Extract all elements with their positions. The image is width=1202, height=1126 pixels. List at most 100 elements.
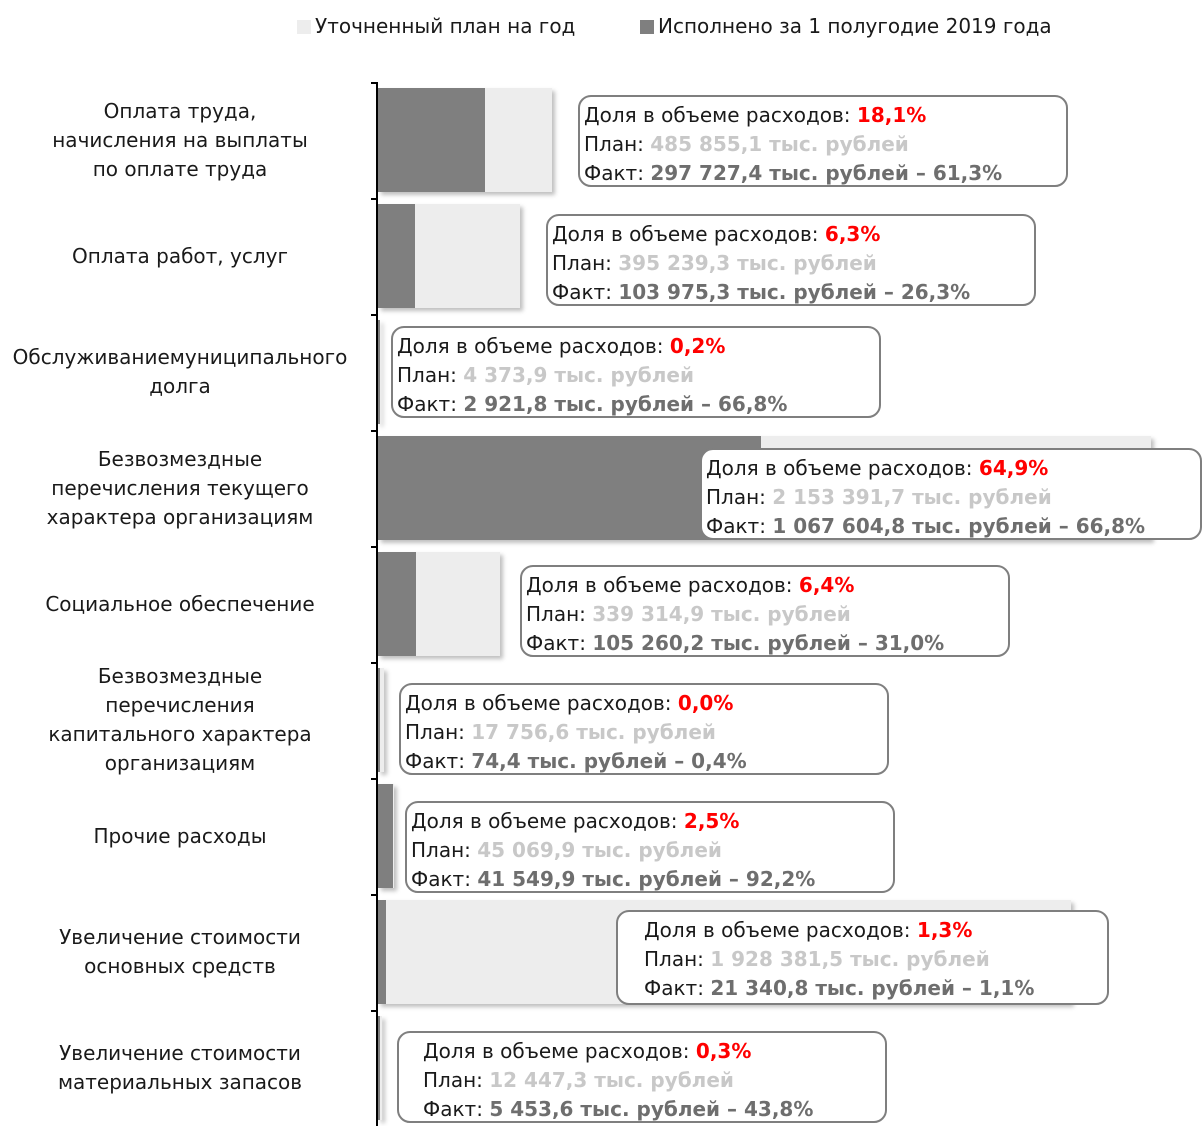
callout-plan-value: 45 069,9 тыс. рублей <box>477 838 722 862</box>
callout-fact-line: Факт: 41 549,9 тыс. рублей – 92,2% <box>411 865 893 894</box>
legend-swatch-fact <box>640 20 654 34</box>
callout-share-line: Доля в объеме расходов: 0,3% <box>423 1037 885 1066</box>
callout-fact-line: Факт: 5 453,6 тыс. рублей – 43,8% <box>423 1095 885 1124</box>
bar-fact <box>378 900 386 1004</box>
callout-plan-line: План: 17 756,6 тыс. рублей <box>405 718 887 747</box>
callout-share-line: Доля в объеме расходов: 1,3% <box>644 916 1107 945</box>
data-label-callout: Доля в объеме расходов: 2,5% План: 45 069… <box>405 801 895 893</box>
callout-plan-label: План: <box>526 602 593 626</box>
category-tick <box>371 314 377 316</box>
category-label: Увеличение стоимости основных средств <box>59 925 301 978</box>
callout-plan-value: 395 239,3 тыс. рублей <box>618 251 877 275</box>
callout-plan-value: 17 756,6 тыс. рублей <box>471 720 716 744</box>
category-label: Безвозмездные перечисления текущего хара… <box>46 447 314 529</box>
category-tick <box>371 894 377 896</box>
bar-plan <box>378 668 385 772</box>
callout-share-label: Доля в объеме расходов: <box>423 1039 696 1063</box>
callout-plan-value: 2 153 391,7 тыс. рублей <box>772 485 1052 509</box>
data-label-callout: Доля в объеме расходов: 1,3% План: 1 928 … <box>616 910 1109 1005</box>
category-label: Безвозмездные перечисления капитального … <box>48 664 312 775</box>
callout-share-value: 0,2% <box>669 334 726 358</box>
callout-fact-value: 297 727,4 тыс. рублей – 61,3% <box>650 161 1003 185</box>
callout-fact-value: 21 340,8 тыс. рублей – 1,1% <box>710 976 1035 1000</box>
callout-fact-value: 41 549,9 тыс. рублей – 92,2% <box>477 867 816 891</box>
category-tick <box>371 1010 377 1012</box>
legend-item-plan: Уточненный план на год <box>297 12 575 40</box>
callout-plan-label: План: <box>552 251 619 275</box>
callout-plan-value: 12 447,3 тыс. рублей <box>489 1068 734 1092</box>
callout-plan-label: План: <box>405 720 472 744</box>
callout-share-line: Доля в объеме расходов: 6,3% <box>552 220 1034 249</box>
callout-fact-value: 74,4 тыс. рублей – 0,4% <box>471 749 747 773</box>
category-label: Оплата работ, услуг <box>72 244 288 268</box>
bar-fact <box>378 204 416 308</box>
callout-plan-line: План: 339 314,9 тыс. рублей <box>526 600 1008 629</box>
callout-share-value: 1,3% <box>916 918 973 942</box>
callout-fact-line: Факт: 74,4 тыс. рублей – 0,4% <box>405 747 887 776</box>
callout-share-label: Доля в объеме расходов: <box>584 103 857 127</box>
category-label: Обслуживаниемуниципального долга <box>12 345 348 398</box>
callout-share-line: Доля в объеме расходов: 2,5% <box>411 807 893 836</box>
callout-fact-line: Факт: 105 260,2 тыс. рублей – 31,0% <box>526 629 1008 658</box>
callout-fact-label: Факт: <box>405 749 472 773</box>
callout-plan-value: 1 928 381,5 тыс. рублей <box>710 947 990 971</box>
callout-share-value: 64,9% <box>978 456 1049 480</box>
category-tick <box>371 662 377 664</box>
callout-fact-label: Факт: <box>644 976 711 1000</box>
category-label: Социальное обеспечение <box>45 592 315 616</box>
bar-fact <box>378 668 380 772</box>
callout-plan-line: План: 395 239,3 тыс. рублей <box>552 249 1034 278</box>
callout-fact-label: Факт: <box>397 392 464 416</box>
callout-share-value: 0,3% <box>695 1039 752 1063</box>
callout-fact-line: Факт: 1 067 604,8 тыс. рублей – 66,8% <box>706 512 1200 541</box>
legend-label-plan: Уточненный план на год <box>315 14 576 38</box>
data-label-callout: Доля в объеме расходов: 0,0% План: 17 756… <box>399 683 889 775</box>
callout-fact-value: 2 921,8 тыс. рублей – 66,8% <box>463 392 788 416</box>
callout-fact-value: 1 067 604,8 тыс. рублей – 66,8% <box>772 514 1146 538</box>
category-tick <box>371 430 377 432</box>
callout-fact-label: Факт: <box>411 867 478 891</box>
callout-plan-line: План: 1 928 381,5 тыс. рублей <box>644 945 1107 974</box>
callout-share-value: 18,1% <box>856 103 927 127</box>
callout-fact-line: Факт: 2 921,8 тыс. рублей – 66,8% <box>397 390 879 419</box>
category-label: Прочие расходы <box>93 824 267 848</box>
bar-fact <box>378 1016 380 1120</box>
callout-share-label: Доля в объеме расходов: <box>526 573 799 597</box>
data-label-callout: Доля в объеме расходов: 64,9% План: 2 153… <box>700 448 1202 540</box>
callout-plan-label: План: <box>584 132 651 156</box>
callout-plan-label: План: <box>706 485 773 509</box>
callout-plan-label: План: <box>397 363 464 387</box>
callout-fact-line: Факт: 21 340,8 тыс. рублей – 1,1% <box>644 974 1107 1003</box>
callout-fact-line: Факт: 297 727,4 тыс. рублей – 61,3% <box>584 159 1066 188</box>
callout-fact-value: 103 975,3 тыс. рублей – 26,3% <box>618 280 971 304</box>
bar-fact <box>378 88 485 192</box>
callout-share-value: 2,5% <box>683 809 740 833</box>
callout-share-value: 6,3% <box>824 222 881 246</box>
callout-share-label: Доля в объеме расходов: <box>706 456 979 480</box>
category-tick <box>371 778 377 780</box>
bar-plan <box>378 1016 383 1120</box>
legend-label-fact: Исполнено за 1 полугодие 2019 года <box>658 14 1052 38</box>
callout-fact-value: 5 453,6 тыс. рублей – 43,8% <box>489 1097 814 1121</box>
category-tick <box>371 198 377 200</box>
category-axis-line <box>376 82 378 1126</box>
callout-fact-value: 105 260,2 тыс. рублей – 31,0% <box>592 631 945 655</box>
callout-plan-line: План: 4 373,9 тыс. рублей <box>397 361 879 390</box>
callout-plan-line: План: 485 855,1 тыс. рублей <box>584 130 1066 159</box>
callout-fact-line: Факт: 103 975,3 тыс. рублей – 26,3% <box>552 278 1034 307</box>
chart-legend: Уточненный план на год Исполнено за 1 по… <box>0 12 1202 42</box>
category-label: Увеличение стоимости материальных запасо… <box>57 1041 303 1094</box>
bar-fact <box>378 320 380 424</box>
data-label-callout: Доля в объеме расходов: 6,4% План: 339 31… <box>520 565 1010 657</box>
callout-plan-value: 339 314,9 тыс. рублей <box>592 602 851 626</box>
callout-plan-line: План: 12 447,3 тыс. рублей <box>423 1066 885 1095</box>
callout-share-label: Доля в объеме расходов: <box>411 809 684 833</box>
callout-share-value: 6,4% <box>798 573 855 597</box>
callout-fact-label: Факт: <box>423 1097 490 1121</box>
data-label-callout: Доля в объеме расходов: 6,3% План: 395 23… <box>546 214 1036 306</box>
bar-fact <box>378 784 393 888</box>
callout-share-label: Доля в объеме расходов: <box>405 691 678 715</box>
callout-plan-label: План: <box>411 838 478 862</box>
callout-share-value: 0,0% <box>677 691 734 715</box>
